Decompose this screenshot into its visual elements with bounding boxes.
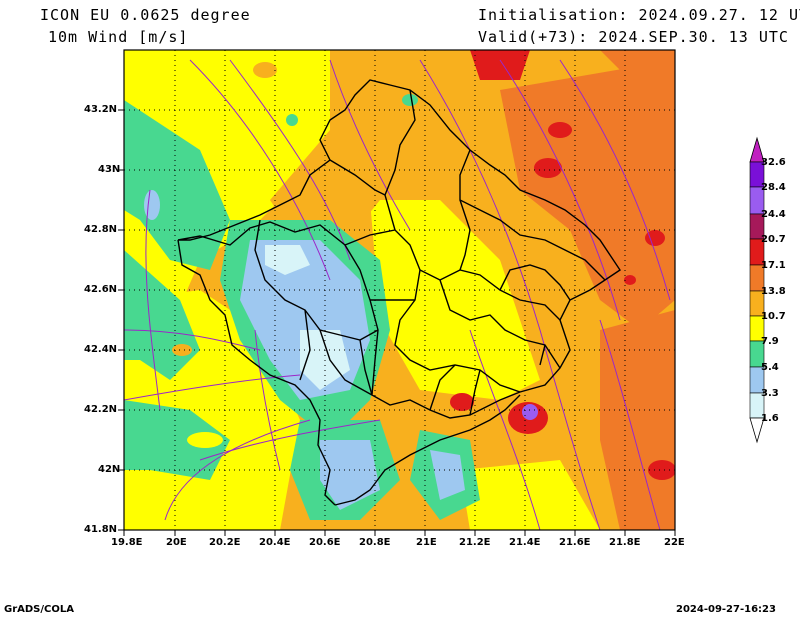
x-tick-label: 21E bbox=[416, 537, 437, 548]
x-tick-label: 21.8E bbox=[609, 537, 641, 548]
legend-level: 28.4 bbox=[761, 182, 786, 193]
wind-field bbox=[124, 50, 675, 530]
x-tick-label: 20.2E bbox=[209, 537, 241, 548]
model-title: ICON EU 0.0625 degree bbox=[40, 6, 251, 24]
legend-level: 3.3 bbox=[761, 388, 779, 399]
valid-time: Valid(+73): 2024.SEP.30. 13 UTC bbox=[478, 28, 789, 46]
x-tick-label: 20.4E bbox=[259, 537, 291, 548]
legend-level: 13.8 bbox=[761, 286, 786, 297]
admin-borders bbox=[177, 79, 621, 506]
y-tick-label: 43.2N bbox=[84, 104, 118, 115]
x-tick-label: 19.8E bbox=[111, 537, 143, 548]
legend-level: 1.6 bbox=[761, 413, 779, 424]
x-tick-label: 22E bbox=[664, 537, 685, 548]
legend-level: 7.9 bbox=[761, 336, 779, 347]
y-tick-label: 42.8N bbox=[84, 224, 118, 235]
y-tick-label: 42.2N bbox=[84, 404, 118, 415]
legend-level: 5.4 bbox=[761, 362, 779, 373]
variable-title: 10m Wind [m/s] bbox=[48, 28, 189, 46]
colorbar bbox=[749, 136, 765, 444]
footer-timestamp: 2024-09-27-16:23 bbox=[676, 604, 776, 615]
x-tick-label: 21.4E bbox=[509, 537, 541, 548]
x-tick-label: 21.6E bbox=[559, 537, 591, 548]
init-time: Initialisation: 2024.09.27. 12 UTC bbox=[478, 6, 800, 24]
x-tick-label: 20E bbox=[166, 537, 187, 548]
x-tick-label: 21.2E bbox=[459, 537, 491, 548]
y-tick-label: 43N bbox=[98, 164, 121, 175]
x-tick-label: 20.6E bbox=[309, 537, 341, 548]
legend-level: 10.7 bbox=[761, 311, 786, 322]
y-tick-label: 42.4N bbox=[84, 344, 118, 355]
colorbar-bottom-arrow bbox=[749, 417, 765, 444]
legend-level: 32.6 bbox=[761, 157, 786, 168]
legend-level: 20.7 bbox=[761, 234, 786, 245]
y-tick-label: 41.8N bbox=[84, 524, 118, 535]
legend-level: 24.4 bbox=[761, 209, 786, 220]
streamlines bbox=[124, 59, 671, 530]
x-tick-label: 20.8E bbox=[359, 537, 391, 548]
y-tick-label: 42N bbox=[98, 464, 121, 475]
legend-level: 17.1 bbox=[761, 260, 786, 271]
tick-marks bbox=[118, 109, 676, 536]
y-tick-label: 42.6N bbox=[84, 284, 118, 295]
footer-software: GrADS/COLA bbox=[4, 604, 74, 615]
